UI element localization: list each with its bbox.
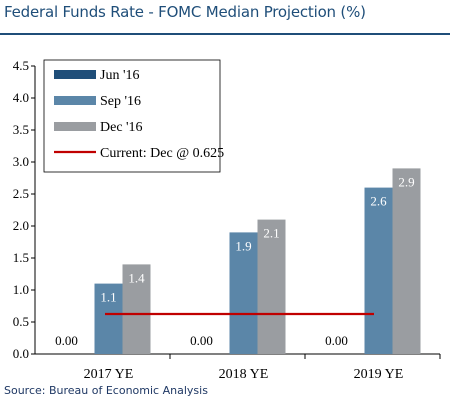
x-tick-label: 2017 YE — [84, 367, 134, 382]
data-label: 1.4 — [128, 270, 145, 285]
source-note: Source: Bureau of Economic Analysis — [4, 384, 208, 397]
data-label: 0.00 — [325, 333, 348, 348]
y-tick-label: 4.0 — [13, 90, 29, 105]
bar-dec-16 — [257, 219, 286, 354]
x-tick-label: 2018 YE — [219, 367, 269, 382]
y-tick-label: 0.5 — [13, 314, 29, 329]
data-label: 1.1 — [100, 290, 116, 305]
y-tick-label: 1.0 — [13, 282, 29, 297]
data-label: 2.6 — [370, 194, 387, 209]
data-label: 0.00 — [55, 333, 78, 348]
legend-swatch — [54, 70, 96, 79]
y-tick-label: 3.0 — [13, 154, 29, 169]
bar-sep-16 — [94, 283, 123, 354]
y-tick-label: 2.5 — [13, 186, 29, 201]
bar-sep-16 — [229, 232, 258, 354]
data-label: 1.9 — [235, 238, 251, 253]
y-tick-label: 4.5 — [13, 58, 29, 73]
chart-title: Federal Funds Rate - FOMC Median Project… — [4, 3, 366, 21]
data-label: 2.9 — [398, 174, 414, 189]
data-label: 2.1 — [263, 226, 279, 241]
bar-dec-16 — [122, 264, 151, 354]
legend-swatch — [54, 96, 96, 105]
legend-swatch — [54, 122, 96, 131]
bar-dec-16 — [392, 168, 421, 354]
bar-sep-16 — [364, 187, 393, 354]
bar-chart: 0.0 0.5 1.0 1.5 2.0 2.5 3.0 3.5 4.0 4.5 0.00 1.1 1.4… — [13, 58, 441, 382]
y-tick-label: 0.0 — [13, 346, 29, 361]
legend-label: Sep '16 — [100, 94, 141, 109]
data-label: 0.00 — [190, 333, 213, 348]
legend-label: Dec '16 — [100, 120, 143, 135]
legend-label: Jun '16 — [100, 68, 139, 83]
title-rule — [0, 33, 450, 35]
y-tick-label: 1.5 — [13, 250, 29, 265]
y-tick-label: 3.5 — [13, 122, 29, 137]
x-tick-label: 2019 YE — [354, 367, 404, 382]
legend-label: Current: Dec @ 0.625 — [100, 146, 224, 161]
y-tick-label: 2.0 — [13, 218, 29, 233]
